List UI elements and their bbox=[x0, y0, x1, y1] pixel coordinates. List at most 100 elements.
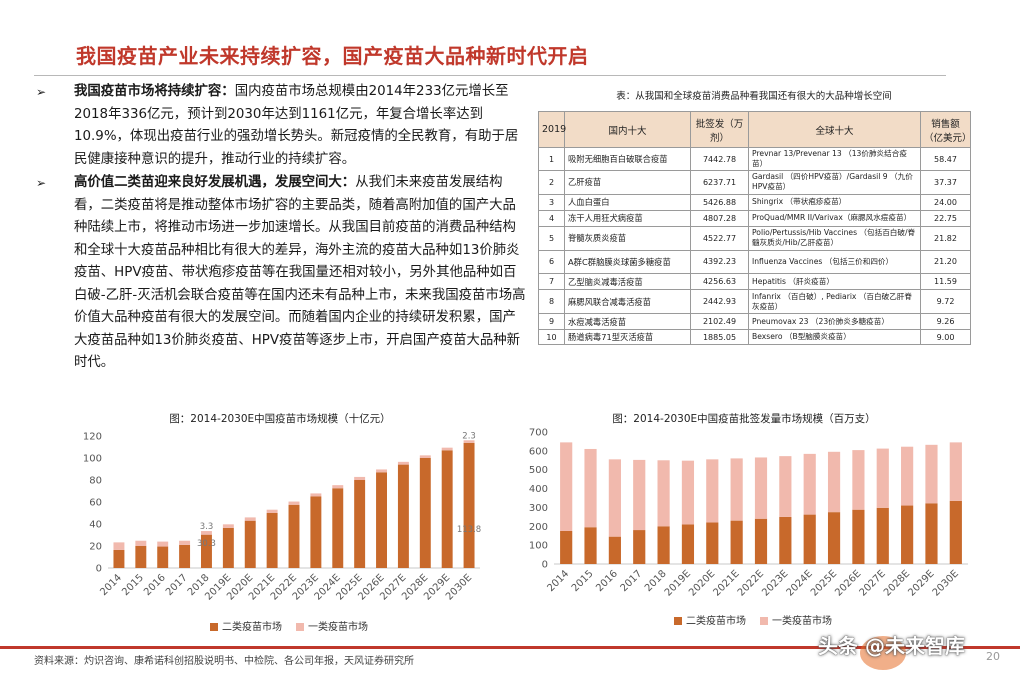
bar-class2-2030E bbox=[463, 442, 475, 568]
bar-class2-2016 bbox=[608, 536, 621, 564]
cell-domestic-vaccine: 水痘减毒活疫苗 bbox=[564, 313, 691, 331]
bar-class1-2025E bbox=[827, 451, 841, 513]
legend-swatch bbox=[210, 623, 218, 631]
table-row: 8 麻腮风联合减毒活疫苗 2442.93 Infanrix （百白破）, Pediar… bbox=[538, 289, 971, 315]
bar-class1-2018 bbox=[657, 460, 670, 527]
table-row: 10 肠道病毒71型灭活疫苗 1885.05 Bexsero （B型脑膜炎疫苗） 9.0… bbox=[538, 329, 971, 346]
bar-class1-2020E bbox=[244, 517, 256, 521]
bar-class2-2025E bbox=[827, 512, 841, 564]
bar-class1-2028E bbox=[419, 455, 431, 458]
bar-class1-2030E bbox=[463, 440, 475, 443]
bar-class1-2027E bbox=[876, 448, 889, 508]
arrow-bullet-icon: ➢ bbox=[36, 85, 47, 99]
cell-batch-count: 2442.93 bbox=[690, 289, 749, 315]
bar-class2-2021E bbox=[266, 513, 278, 568]
bullet-text: 从我们未来疫苗发展结构看，二类疫苗将是推动整体市场扩容的主要品类，随着高附加值的… bbox=[74, 175, 526, 370]
x-tick-label: 2020E bbox=[687, 568, 717, 598]
table-row: 3 人血白蛋白 5426.88 Shingrix （带状疱疹疫苗） 24.00 bbox=[538, 193, 971, 211]
bar-class1-2014 bbox=[113, 542, 125, 550]
bar-class2-2020E bbox=[244, 520, 256, 568]
cell-rank: 6 bbox=[538, 249, 565, 275]
y-tick-label: 700 bbox=[529, 428, 548, 439]
cell-rank: 8 bbox=[538, 289, 565, 315]
cell-global-vaccine: Infanrix （百白破）, Pediarix （百白破乙肝脊灰疫苗） bbox=[748, 289, 921, 315]
data-label: 3.3 bbox=[200, 522, 214, 532]
y-tick-label: 0 bbox=[96, 564, 102, 575]
cell-rank: 2 bbox=[538, 170, 565, 195]
cell-global-vaccine: Bexsero （B型脑膜炎疫苗） bbox=[748, 329, 921, 346]
y-tick-label: 20 bbox=[89, 542, 102, 553]
x-tick-label: 2017 bbox=[164, 572, 190, 598]
bar-class2-2024E bbox=[332, 488, 344, 568]
x-tick-label: 2016 bbox=[594, 568, 620, 594]
cell-global-vaccine: Prevnar 13/Prevenar 13 （13价肺炎结合疫苗） bbox=[748, 147, 921, 171]
bullet-heading: 我国疫苗市场将持续扩容： bbox=[74, 84, 235, 99]
cell-sales-value: 9.72 bbox=[920, 289, 971, 315]
page-number: 20 bbox=[986, 650, 1000, 663]
data-label: 30.3 bbox=[197, 539, 216, 549]
header-sales: 销售额（亿美元） bbox=[920, 111, 972, 148]
watermark: 头条 @未来智库 bbox=[818, 634, 965, 658]
cell-batch-count: 2102.49 bbox=[690, 313, 749, 331]
title-divider bbox=[34, 75, 946, 76]
bullet-heading: 高价值二类苗迎来良好发展机遇，发展空间大： bbox=[74, 175, 356, 190]
x-tick-label: 2015 bbox=[570, 568, 596, 594]
bar-class2-2029E bbox=[925, 503, 938, 564]
bar-class2-2017 bbox=[179, 544, 191, 568]
header-batch-release: 批签发（万剂） bbox=[690, 111, 749, 148]
cell-global-vaccine: Polio/Pertussis/Hib Vaccines （包括百白破/脊髓灰质… bbox=[748, 225, 921, 251]
bar-class2-2015 bbox=[584, 527, 597, 564]
bar-class1-2029E bbox=[441, 447, 453, 451]
cell-domestic-vaccine: 冻干人用狂犬病疫苗 bbox=[564, 209, 691, 227]
x-tick-label: 2030E bbox=[931, 568, 961, 598]
x-tick-label: 2027E bbox=[858, 568, 888, 598]
x-tick-label: 2015 bbox=[120, 572, 146, 598]
bar-class1-2020E bbox=[706, 459, 719, 523]
bar-class2-2017 bbox=[633, 530, 646, 564]
cell-global-vaccine: Gardasil （四价HPV疫苗）/Gardasil 9 （九价HPV疫苗） bbox=[748, 170, 921, 195]
cell-sales-value: 21.20 bbox=[920, 249, 971, 275]
bar-class2-2028E bbox=[901, 505, 914, 564]
bar-class2-2015 bbox=[135, 546, 147, 568]
y-tick-label: 400 bbox=[529, 484, 548, 495]
bar-class1-2029E bbox=[925, 444, 938, 504]
bar-class2-2024E bbox=[803, 514, 816, 564]
cell-domestic-vaccine: 吸附无细胞百白破联合疫苗 bbox=[564, 147, 691, 171]
cell-global-vaccine: Influenza Vaccines （包括三价和四价） bbox=[748, 249, 921, 275]
header-global-top10: 全球十大 bbox=[748, 111, 921, 148]
bar-class1-2015 bbox=[584, 448, 597, 528]
footer-divider bbox=[0, 646, 1020, 649]
bar-class1-2023E bbox=[310, 493, 322, 497]
cell-batch-count: 5426.88 bbox=[690, 193, 749, 211]
bar-class1-2026E bbox=[852, 450, 865, 510]
y-tick-label: 80 bbox=[89, 476, 102, 487]
cell-batch-count: 1885.05 bbox=[690, 329, 749, 346]
cell-rank: 10 bbox=[538, 329, 565, 346]
bar-class2-2021E bbox=[730, 520, 743, 564]
bar-class2-2026E bbox=[852, 509, 865, 564]
bar-class1-2016 bbox=[157, 541, 169, 547]
cell-sales-value: 37.37 bbox=[920, 170, 971, 195]
bar-class2-2014 bbox=[560, 531, 573, 564]
bar-class1-2028E bbox=[901, 446, 914, 506]
legend-label: 二类疫苗市场 bbox=[686, 614, 746, 627]
logo-icon bbox=[860, 636, 906, 670]
cell-global-vaccine: Pneumovax 23 （23价肺炎多糖疫苗） bbox=[748, 313, 921, 331]
x-tick-label: 2014 bbox=[98, 572, 124, 598]
legend-label: 一类疫苗市场 bbox=[772, 614, 832, 627]
bar-class2-2020E bbox=[706, 522, 719, 564]
bar-class1-2022E bbox=[754, 457, 768, 519]
y-tick-label: 40 bbox=[89, 520, 102, 531]
table-row: 1 吸附无细胞百白破联合疫苗 7442.78 Prevnar 13/Prevenar … bbox=[538, 147, 971, 171]
y-tick-label: 100 bbox=[529, 541, 548, 552]
x-tick-label: 2026E bbox=[833, 568, 863, 598]
cell-batch-count: 4256.63 bbox=[690, 273, 749, 291]
bar-class1-2027E bbox=[397, 461, 409, 465]
cell-global-vaccine: Shingrix （带状疱疹疫苗） bbox=[748, 193, 921, 211]
bar-class1-2024E bbox=[332, 485, 344, 489]
cell-sales-value: 21.82 bbox=[920, 225, 971, 251]
page-title: 我国疫苗产业未来持续扩容，国产疫苗大品种新时代开启 bbox=[76, 44, 589, 68]
bar-class1-2015 bbox=[135, 540, 147, 546]
bar-class2-2029E bbox=[441, 450, 453, 568]
cell-sales-value: 9.26 bbox=[920, 313, 971, 331]
